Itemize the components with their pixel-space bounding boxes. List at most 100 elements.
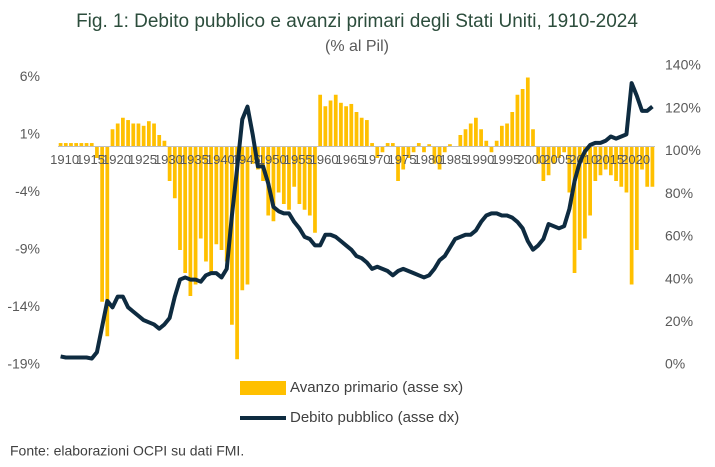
bar	[427, 144, 432, 147]
bar	[271, 146, 276, 222]
x-tick-label: 1970	[362, 152, 391, 167]
bar	[204, 146, 208, 262]
bar	[609, 146, 613, 176]
bar	[141, 125, 146, 147]
bar	[640, 146, 644, 170]
bar	[162, 140, 167, 147]
chart-title: Fig. 1: Debito pubblico e avanzi primari…	[76, 11, 638, 32]
x-tick-label: 1975	[388, 152, 417, 167]
bar	[126, 120, 130, 147]
bar	[58, 143, 63, 147]
bar	[297, 146, 302, 204]
bar	[515, 94, 520, 147]
bar	[89, 143, 94, 147]
bar	[302, 146, 307, 210]
chart-subtitle: (% al Pil)	[325, 38, 389, 55]
bar	[416, 143, 421, 147]
bar	[463, 129, 468, 147]
bar	[110, 129, 115, 147]
bar	[328, 100, 333, 147]
bar	[224, 146, 229, 262]
x-tick-label: 1980	[414, 152, 443, 167]
bar	[484, 140, 489, 147]
bar	[510, 112, 515, 147]
legend-label: Avanzo primario (asse sx)	[290, 379, 463, 396]
x-tick-label: 2010	[569, 152, 598, 167]
legend-label: Debito pubblico (asse dx)	[290, 409, 459, 426]
bar	[624, 146, 629, 193]
bar	[442, 146, 447, 153]
bar	[235, 146, 239, 360]
bar	[562, 146, 567, 153]
bar	[520, 89, 525, 147]
bar	[411, 146, 416, 153]
x-tick-label: 2000	[517, 152, 546, 167]
bar	[505, 123, 509, 147]
bar	[323, 106, 328, 147]
bar	[572, 146, 577, 273]
bar	[95, 146, 99, 158]
bar	[525, 77, 530, 147]
x-tick-label: 1910	[50, 152, 79, 167]
y-tick-label: 6%	[20, 68, 40, 84]
bar	[546, 146, 551, 176]
bar	[458, 135, 463, 147]
bar	[629, 146, 634, 285]
y2-tick-label: 40%	[665, 270, 693, 286]
bar	[448, 144, 452, 147]
bar	[619, 146, 624, 187]
bar	[583, 146, 587, 239]
bar	[307, 146, 312, 216]
bar	[219, 146, 224, 250]
bar	[390, 143, 395, 147]
bar	[634, 146, 639, 250]
bar	[474, 117, 478, 147]
bar	[375, 146, 380, 158]
bar	[105, 146, 110, 337]
bar	[536, 146, 541, 164]
bar	[541, 146, 546, 181]
bar	[178, 146, 182, 250]
x-tick-label: 1935	[180, 152, 209, 167]
bar	[281, 146, 286, 204]
bar	[63, 143, 68, 147]
y2-tick-label: 100%	[665, 142, 701, 158]
bar	[370, 143, 374, 147]
y2-tick-label: 140%	[665, 57, 701, 73]
bar	[287, 146, 291, 210]
bar	[79, 143, 84, 147]
bar	[261, 146, 265, 181]
bar	[188, 146, 193, 296]
x-tick-label: 1960	[310, 152, 339, 167]
bar	[276, 146, 281, 193]
bar	[313, 146, 317, 233]
bar	[344, 106, 348, 147]
bar	[214, 146, 219, 245]
x-tick-label: 1920	[102, 152, 131, 167]
bar	[146, 121, 151, 147]
y2-tick-label: 60%	[665, 228, 693, 244]
bar	[115, 123, 120, 147]
bar	[645, 146, 650, 187]
bar	[354, 112, 359, 147]
bar	[422, 146, 426, 153]
bar	[380, 146, 385, 153]
bar	[401, 146, 406, 170]
x-tick-label: 2020	[621, 152, 650, 167]
x-tick-label: 1965	[336, 152, 365, 167]
y2-tick-label: 20%	[665, 313, 693, 329]
bar	[240, 146, 245, 291]
bar	[152, 123, 156, 147]
bar	[245, 146, 250, 285]
bar	[172, 146, 177, 199]
source-note: Fonte: elaborazioni OCPI su dati FMI.	[10, 443, 244, 459]
bar	[74, 143, 79, 147]
bar	[614, 146, 618, 181]
y-tick-label: -19%	[7, 356, 40, 372]
bar	[84, 143, 89, 147]
bar	[494, 140, 499, 147]
y-tick-label: -14%	[7, 298, 40, 314]
bar	[250, 146, 255, 164]
bar	[131, 123, 136, 147]
bar	[193, 146, 198, 285]
